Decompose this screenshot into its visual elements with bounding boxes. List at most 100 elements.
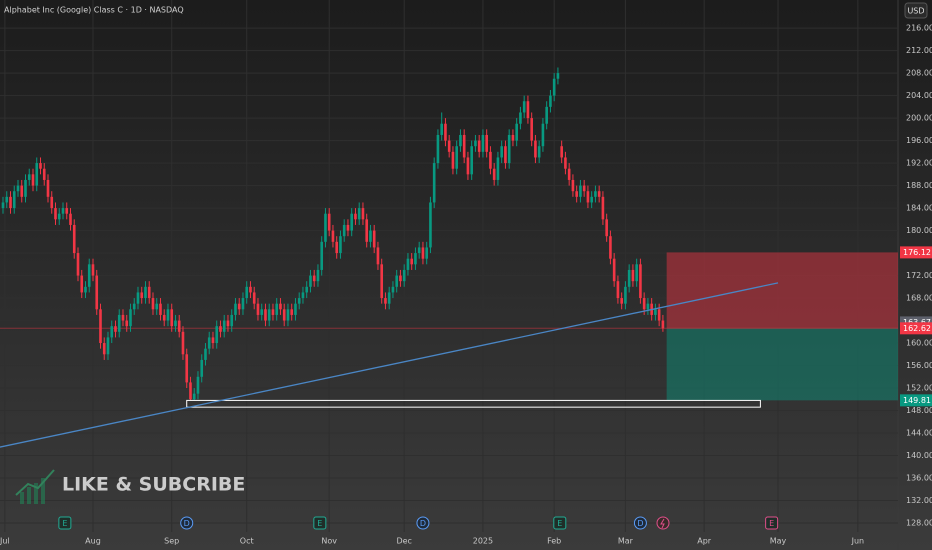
candle-body [20, 185, 24, 197]
candle-body [474, 140, 477, 147]
y-tick-label: 148.00 [906, 406, 932, 415]
candle-body [455, 146, 458, 169]
watermark: LIKE & SUBCRIBE [62, 474, 245, 496]
y-tick-label: 132.00 [906, 496, 932, 505]
candle-body [459, 134, 462, 147]
candle-body [46, 179, 50, 197]
candle-body [380, 264, 384, 299]
candle-body [39, 163, 42, 169]
candle-body [185, 354, 189, 383]
candle-body [121, 314, 125, 321]
candle-body [159, 303, 162, 315]
trendline [0, 282, 779, 448]
candle-body [395, 275, 399, 287]
candle-body [444, 123, 447, 141]
currency-label: USD [907, 7, 924, 16]
candle-body [204, 348, 207, 360]
event-icon [656, 516, 670, 530]
candle-body [361, 208, 365, 220]
watermark-icon [15, 469, 55, 504]
x-tick-label: May [770, 537, 787, 546]
candle-body [211, 337, 215, 344]
candle-body [301, 292, 305, 299]
price-tag [900, 322, 932, 335]
candle-body [425, 247, 429, 259]
y-tick-label: 180.00 [906, 226, 932, 235]
candle-body [125, 320, 129, 327]
candle-body [234, 303, 237, 315]
candle-body [597, 191, 601, 197]
x-tick-label: Jul [0, 537, 10, 546]
x-tick-label: Oct [240, 537, 254, 546]
stop-zone [666, 252, 898, 329]
candle-body [196, 376, 200, 394]
price-tag [900, 246, 932, 259]
candle-body [417, 247, 421, 254]
event: E [553, 516, 567, 530]
candle-body [215, 326, 219, 344]
candle-body [654, 309, 657, 315]
candle-body [485, 134, 488, 152]
event-bolt [660, 518, 665, 529]
candle-body [609, 236, 612, 259]
event-icon [633, 516, 647, 530]
candle-body [466, 157, 470, 175]
candle-body [309, 275, 312, 287]
candle-body [567, 168, 571, 180]
candle-body [579, 185, 582, 197]
candle-body [267, 309, 271, 321]
x-tick-label: Sep [164, 537, 179, 546]
x-tick-label: Jun [851, 537, 865, 546]
candle-body [42, 168, 46, 180]
candle-body [110, 326, 114, 338]
candle-body [519, 112, 522, 124]
candle-body [264, 309, 267, 321]
candle-body [661, 320, 665, 329]
icon-bar [34, 483, 38, 504]
candle-body [549, 95, 552, 107]
currency-button[interactable] [904, 2, 928, 19]
candle-body [631, 269, 635, 282]
event: D [416, 516, 430, 530]
x-tick-label: Apr [697, 537, 712, 546]
event-icon [416, 516, 430, 530]
candle-body [470, 146, 473, 175]
candle-body [35, 163, 39, 186]
event-label: E [317, 519, 322, 528]
y-tick-label: 168.00 [906, 294, 932, 303]
candle-body [189, 382, 192, 400]
icon-bar [20, 492, 24, 504]
candle-body [601, 196, 605, 220]
candle-body [16, 185, 20, 192]
candle-body [327, 213, 331, 231]
event-icon [553, 516, 567, 530]
candle-body [9, 196, 12, 209]
candle-body [451, 151, 455, 169]
candle-body [440, 123, 444, 135]
x-tick-label: Feb [547, 537, 561, 546]
y-tick-label: 172.00 [906, 271, 932, 280]
event-label: E [769, 519, 774, 528]
candle-body [582, 185, 586, 192]
candle-body [222, 320, 226, 332]
candle-body [207, 337, 211, 349]
candle-body [140, 292, 144, 299]
candle-body [612, 258, 616, 282]
candle-body [282, 309, 286, 321]
event: D [633, 516, 647, 530]
event: E [313, 516, 327, 530]
candle-body [586, 191, 590, 203]
grid [0, 0, 898, 532]
candle-body [54, 208, 57, 220]
candle-body [57, 213, 61, 220]
candle-body [170, 309, 174, 327]
candle-body [642, 298, 646, 310]
price-tag-label: 176.12 [903, 248, 931, 257]
candle-body [594, 191, 597, 197]
candle-body [95, 275, 99, 310]
candle-body [151, 298, 155, 310]
candle-body [369, 230, 372, 242]
candle-body [342, 224, 346, 237]
